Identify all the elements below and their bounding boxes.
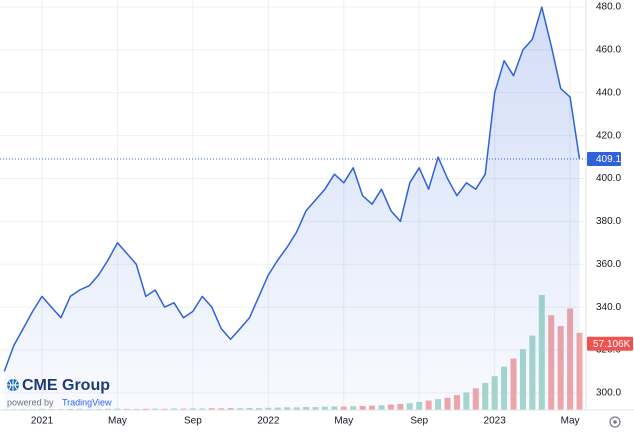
x-tick-label: Sep bbox=[184, 416, 202, 427]
settings-icon[interactable] bbox=[609, 416, 621, 428]
y-tick-label: 300.0 bbox=[596, 387, 621, 398]
y-tick-label: 340.0 bbox=[596, 302, 621, 313]
y-tick-label: 360.0 bbox=[596, 259, 621, 270]
logo-brand: CME Group bbox=[22, 377, 110, 394]
x-tick-label: 2022 bbox=[257, 416, 280, 427]
x-tick-label: May bbox=[334, 416, 353, 427]
last-price-label: 409.1 bbox=[596, 154, 621, 165]
x-tick-label: 2023 bbox=[484, 416, 507, 427]
x-tick-label: 2021 bbox=[31, 416, 54, 427]
volume-bar bbox=[576, 332, 583, 410]
settings-gear[interactable] bbox=[609, 416, 621, 428]
last-volume-label: 57.106K bbox=[593, 339, 631, 350]
y-tick-label: 440.0 bbox=[596, 87, 621, 98]
y-tick-label: 380.0 bbox=[596, 216, 621, 227]
axes: 300.0320.0340.0360.0380.0400.0420.0440.0… bbox=[31, 2, 633, 427]
price-series bbox=[0, 6, 586, 410]
price-area bbox=[4, 7, 580, 410]
y-tick-label: 480.0 bbox=[596, 2, 621, 13]
x-tick-label: May bbox=[561, 416, 580, 427]
y-tick-label: 420.0 bbox=[596, 130, 621, 141]
y-tick-label: 400.0 bbox=[596, 173, 621, 184]
logo-powered: powered by bbox=[7, 397, 54, 407]
logo: CME Group powered by TradingView bbox=[7, 377, 112, 407]
x-tick-label: May bbox=[108, 416, 127, 427]
last-volume-box bbox=[587, 336, 633, 351]
settings-gear-center[interactable] bbox=[613, 420, 617, 424]
price-line bbox=[3, 6, 581, 372]
logo-globe-lines bbox=[7, 379, 19, 391]
x-tick-label: Sep bbox=[410, 416, 428, 427]
last-price-box bbox=[587, 152, 621, 167]
y-tick-label: 460.0 bbox=[596, 45, 621, 56]
logo-provider: TradingView bbox=[62, 397, 112, 407]
